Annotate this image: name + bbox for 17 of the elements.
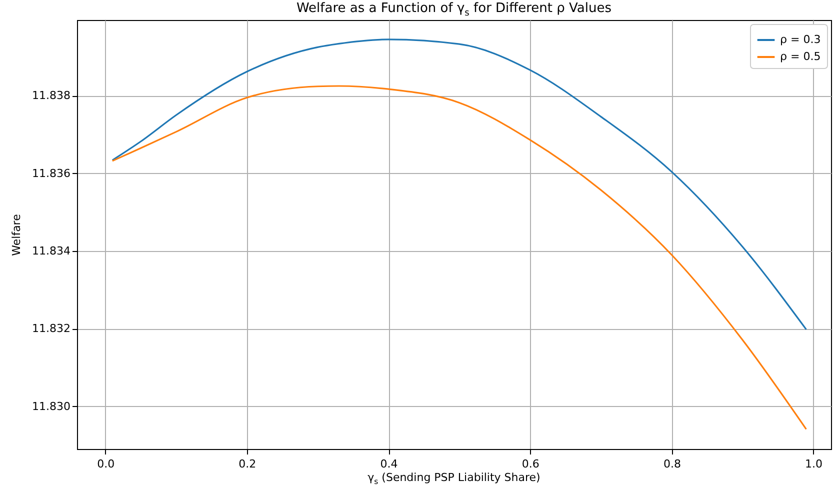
y-tick-label: 11.836 xyxy=(32,166,70,180)
y-tick-label: 11.834 xyxy=(32,244,70,258)
x-tick-label: 0.6 xyxy=(522,458,540,470)
x-tick-label: 0.8 xyxy=(663,458,681,470)
x-tick-label: 1.0 xyxy=(805,458,823,470)
x-tick-label: 0.0 xyxy=(97,458,115,470)
y-tick-label: 11.832 xyxy=(32,322,70,336)
y-tick-label: 11.830 xyxy=(32,400,70,413)
line-series xyxy=(112,85,808,430)
y-tick-label: 11.838 xyxy=(32,89,70,102)
chart-title: Welfare as a Function of γ$_{s}$ for Different ρ Values xyxy=(295,1,613,19)
x-axis-title: γ$_{s}$ (Sending PSP Liability Share) xyxy=(366,471,542,486)
legend-label: ρ = 0.3 xyxy=(780,33,821,46)
x-tick-label: 0.4 xyxy=(380,458,398,470)
legend-label: ρ = 0.5 xyxy=(780,50,821,63)
x-tick-label: 0.2 xyxy=(238,458,256,470)
y-axis-title: Welfare xyxy=(10,214,24,256)
